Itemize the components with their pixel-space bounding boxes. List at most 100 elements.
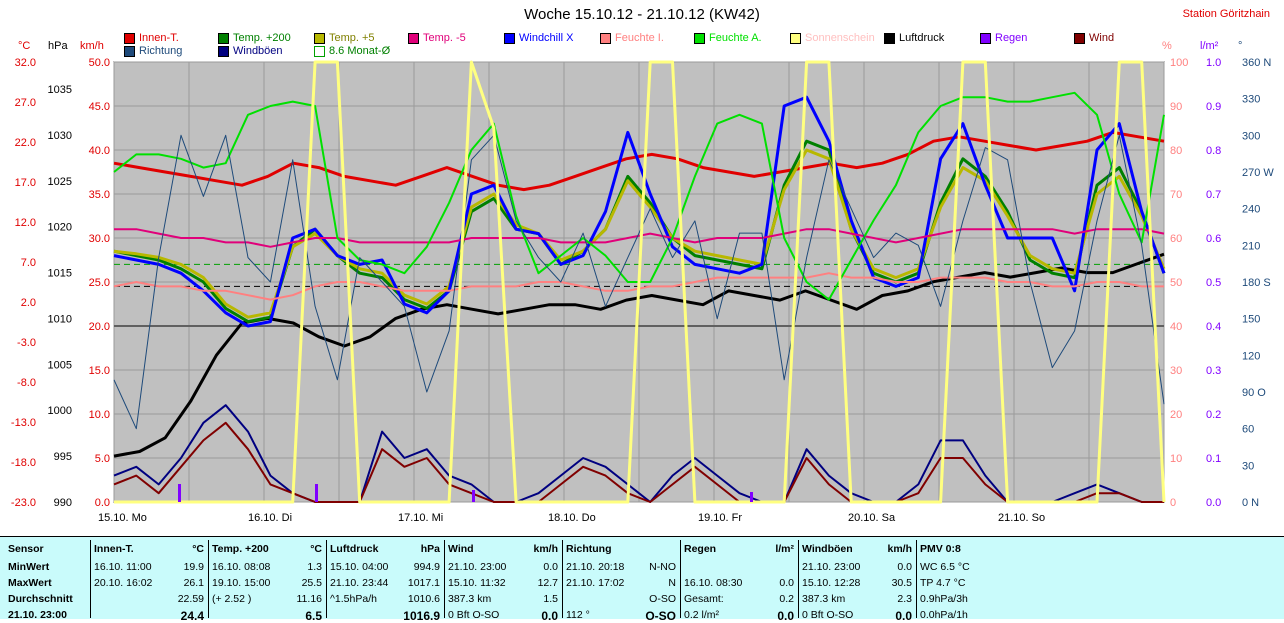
table-cell-info: 0 Bft O-SO	[802, 609, 854, 621]
unit-celsius: °C	[18, 40, 31, 52]
table-cell-value: 1.3	[307, 561, 322, 573]
tick-label-hpa: 1030	[48, 130, 72, 142]
table-cell-info: 0.9hPa/3h	[920, 593, 968, 605]
table-cell-info: Gesamt:	[684, 593, 724, 605]
tick-label-celsius: -3.0	[17, 337, 36, 349]
table-column-temp200: Temp. +200 °C 16.10. 08:08 1.3 19.10. 15:00 2…	[212, 537, 323, 623]
legend-swatch	[504, 32, 515, 44]
table-cell-value: 11.16	[296, 593, 323, 605]
stats-table: Sensor MinWert MaxWert Durchschnitt 21.10. 2…	[0, 536, 1284, 623]
unit-kmh: km/h	[80, 40, 104, 52]
tick-label-rain: 1.0	[1206, 57, 1221, 69]
legend-swatch	[218, 32, 229, 44]
tick-label-rain: 0.0	[1206, 497, 1221, 509]
series-line	[114, 60, 1166, 504]
legend-item: Innen-T.	[124, 32, 179, 44]
table-column-innen: Innen-T. °C 16.10. 11:00 19.9 20.10. 16:02 26…	[94, 537, 204, 623]
table-cell-value: 0.0	[895, 609, 912, 623]
tick-label-rain: 0.3	[1206, 365, 1221, 377]
table-cell-value: 6.5	[305, 609, 322, 623]
table-column-richtung: Richtung 21.10. 20:18 N-NO 21.10. 17:02 N O-S…	[566, 537, 676, 623]
legend-item: Regen	[980, 32, 1027, 44]
tick-label-celsius: 2.0	[21, 297, 36, 309]
table-cell-value: 0.0	[541, 609, 558, 623]
tick-label-direction: 30	[1242, 460, 1254, 472]
chart-title: Woche 15.10.12 - 21.10.12 (KW42)	[524, 6, 760, 23]
tick-label-kmh: 5.0	[95, 453, 110, 465]
table-column-header: Temp. +200	[212, 543, 269, 555]
tick-label-percent: 100	[1170, 57, 1188, 69]
tick-label-celsius: 32.0	[15, 57, 36, 69]
tick-label-percent: 80	[1170, 145, 1182, 157]
table-column-separator	[562, 540, 563, 618]
table-cell-info: 20.10. 16:02	[94, 577, 153, 589]
legend-label: Richtung	[139, 45, 183, 57]
table-cell-value: 0.2	[779, 593, 794, 605]
tick-label-direction: 90 O	[1242, 387, 1266, 399]
tick-label-celsius: 27.0	[15, 97, 36, 109]
table-column-windboeen: Windböen km/h 21.10. 23:00 0.0 15.10. 12:28 3…	[802, 537, 912, 623]
table-cell-info: 15.10. 04:00	[330, 561, 389, 573]
tick-label-direction: 210	[1242, 240, 1260, 252]
legend-label: Windböen	[233, 45, 283, 57]
rain-bar	[750, 492, 753, 502]
tick-label-direction: 60	[1242, 424, 1254, 436]
table-column-unit: hPa	[420, 543, 440, 555]
legend-item: Feuchte A.	[694, 32, 762, 44]
table-row-label: MaxWert	[8, 577, 52, 589]
legend-label: Luftdruck	[899, 32, 945, 44]
tick-label-celsius: -13.0	[11, 417, 36, 429]
table-cell-value: 1010.6	[407, 593, 440, 605]
table-column-separator	[208, 540, 209, 618]
table-column-header: Luftdruck	[330, 543, 379, 555]
tick-label-kmh: 25.0	[89, 277, 110, 289]
table-cell-value: 1016.9	[403, 609, 440, 623]
legend-item: Windchill X	[504, 32, 573, 44]
weather-chart: Woche 15.10.12 - 21.10.12 (KW42) Station…	[10, 6, 1275, 524]
tick-label-hpa: 1010	[48, 313, 72, 325]
tick-label-celsius: 17.0	[15, 177, 36, 189]
table-column-separator	[916, 540, 917, 618]
unit-hpa: hPa	[48, 40, 68, 52]
tick-label-kmh: 45.0	[89, 101, 110, 113]
tick-label-kmh: 30.0	[89, 233, 110, 245]
legend-item: Sonnenschein	[790, 32, 875, 44]
table-row-label: Durchschnitt	[8, 593, 73, 605]
table-cell-info: 21.10. 23:00	[448, 561, 507, 573]
legend-swatch	[218, 45, 229, 57]
tick-label-percent: 50	[1170, 277, 1182, 289]
table-column-sensor: Sensor MinWert MaxWert Durchschnitt 21.10. 2…	[8, 537, 88, 621]
table-cell-info: 21.10. 17:02	[566, 577, 625, 589]
table-cell-info: 19.10. 15:00	[212, 577, 271, 589]
table-column-unit: km/h	[887, 543, 912, 555]
tick-label-kmh: 35.0	[89, 189, 110, 201]
series-line	[113, 95, 1166, 328]
table-column-separator	[90, 540, 91, 618]
table-cell-info: 0 Bft O-SO	[448, 609, 500, 621]
table-cell-value: 994.9	[413, 561, 440, 573]
legend-swatch	[884, 32, 895, 44]
series-line	[113, 421, 1164, 503]
legend-item: Windböen	[218, 45, 283, 57]
tick-label-percent: 90	[1170, 101, 1182, 113]
legend-item: 8.6 Monat-Ø	[314, 45, 390, 57]
tick-label-celsius: -8.0	[17, 377, 36, 389]
tick-label-rain: 0.4	[1206, 321, 1221, 333]
tick-label-hpa: 1000	[48, 405, 72, 417]
tick-label-percent: 20	[1170, 409, 1182, 421]
x-tick-label: 15.10. Mo	[98, 512, 147, 524]
tick-label-direction: 360 N	[1242, 57, 1271, 69]
tick-label-rain: 0.8	[1206, 145, 1221, 157]
table-column-wind: Wind km/h 21.10. 23:00 0.0 15.10. 11:32 12.7 3…	[448, 537, 558, 623]
table-cell-value: 0.0	[777, 609, 794, 623]
table-cell-value: 1.5	[543, 593, 558, 605]
tick-label-direction: 150	[1242, 314, 1260, 326]
tick-label-celsius: 22.0	[15, 137, 36, 149]
legend-label: Feuchte A.	[709, 32, 762, 44]
table-cell-value: 25.5	[301, 577, 322, 589]
unit-degrees: °	[1238, 40, 1243, 52]
table-column-regen: Regen l/m² 16.10. 08:30 0.0 Gesamt: 0.2 0.2 l/…	[684, 537, 794, 623]
tick-label-direction: 0 N	[1242, 497, 1259, 509]
tick-label-kmh: 20.0	[89, 321, 110, 333]
legend-label: Regen	[995, 32, 1028, 44]
